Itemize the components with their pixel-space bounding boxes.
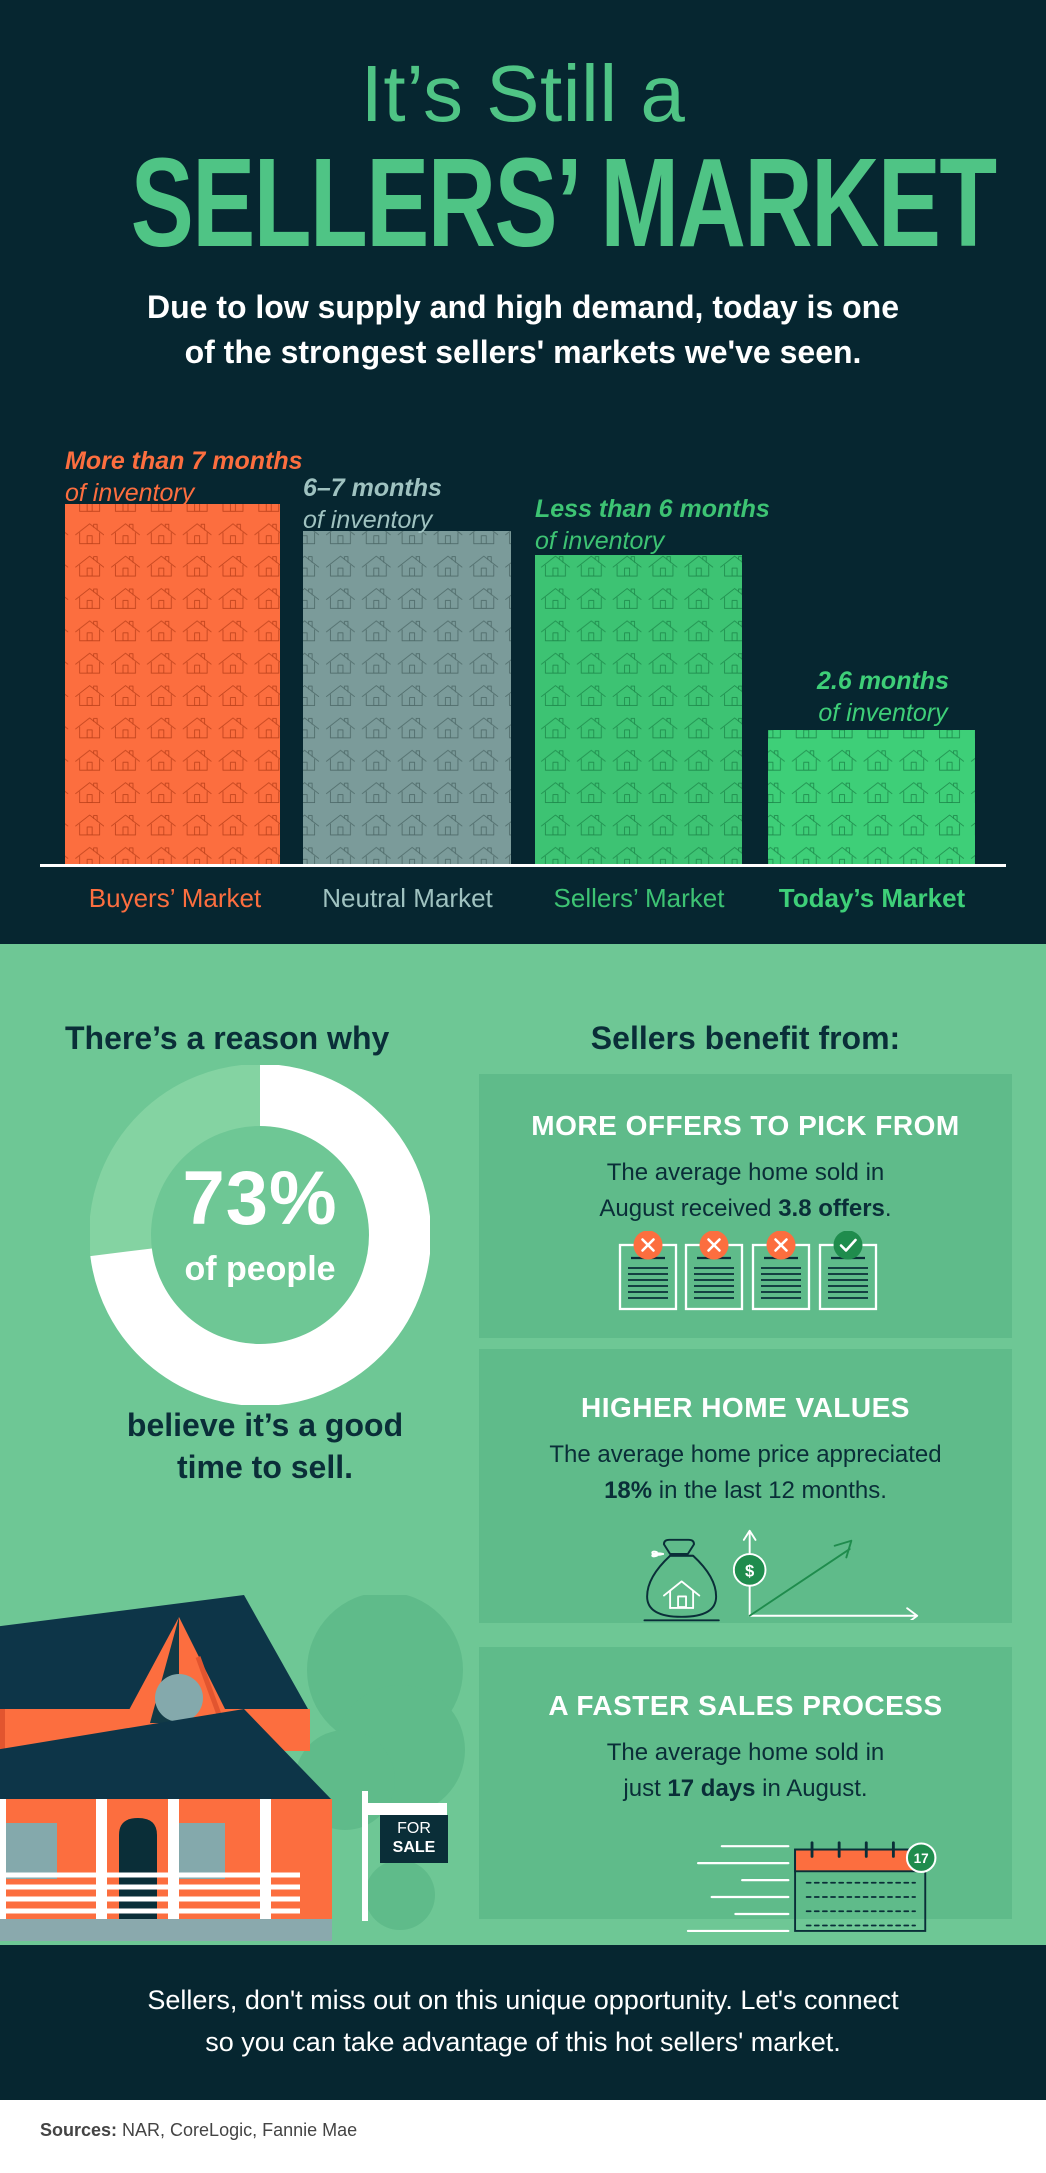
svg-text:SALE: SALE (393, 1839, 436, 1856)
svg-text:FOR: FOR (397, 1820, 431, 1837)
svg-text:17: 17 (914, 1851, 929, 1866)
svg-text:$: $ (745, 1562, 755, 1581)
